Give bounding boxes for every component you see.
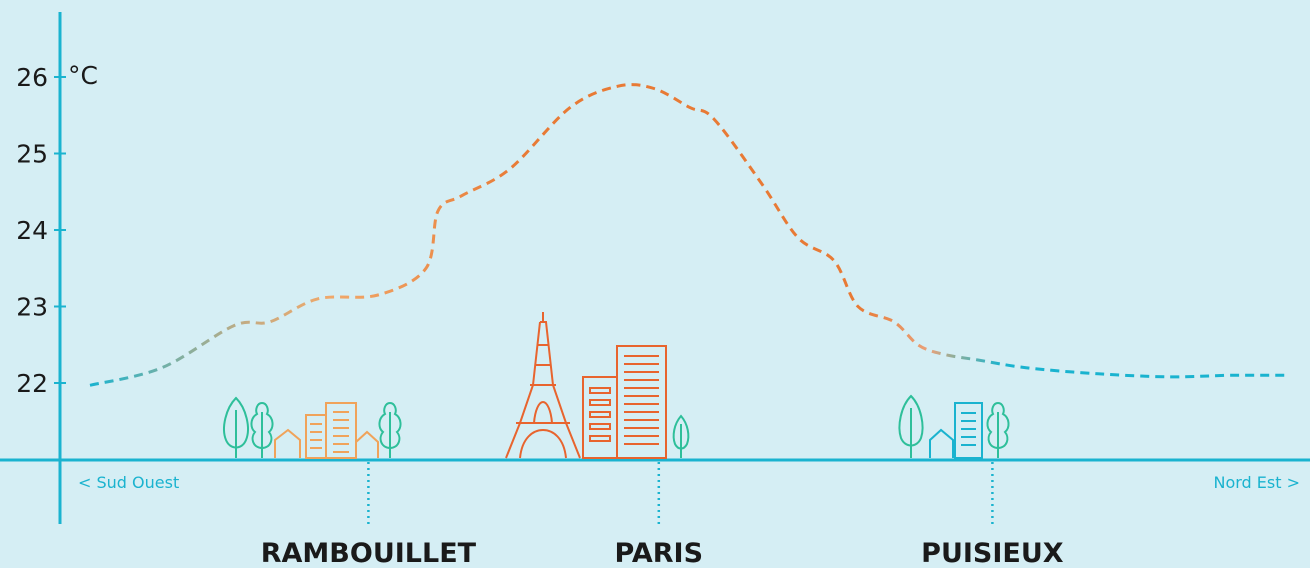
house-icon <box>274 428 301 458</box>
tree-icon <box>986 401 1010 458</box>
house-icon <box>929 428 954 458</box>
rambouillet-illustration <box>223 396 402 459</box>
tree-icon <box>223 396 249 458</box>
tree-icon <box>378 401 402 458</box>
paris-illustration <box>505 312 690 459</box>
building-icon <box>582 376 618 459</box>
tree-icon <box>672 414 690 458</box>
building-icon <box>954 402 983 459</box>
city-label: RAMBOUILLET <box>261 538 477 568</box>
tree-icon <box>898 394 924 458</box>
y-tick-label: 23 <box>16 293 48 322</box>
eiffel-tower-icon <box>505 312 581 459</box>
tree-icon <box>250 401 274 458</box>
building-icon <box>325 402 357 459</box>
y-tick-label: 25 <box>16 140 48 169</box>
direction-left-label: < Sud Ouest <box>78 473 179 492</box>
city-label: PUISIEUX <box>921 538 1064 568</box>
direction-right-label: Nord Est > <box>1213 473 1300 492</box>
house-icon <box>355 430 379 458</box>
city-markers: RAMBOUILLET PARIS PUISIEUX <box>261 462 1064 568</box>
building-icon <box>305 414 327 459</box>
puisieux-illustration <box>898 394 1010 459</box>
y-tick-label: 22 <box>16 369 48 398</box>
y-unit-label: °C <box>68 61 98 90</box>
temperature-series-line <box>89 83 1291 387</box>
y-ticks: 22 23 24 25 26 <box>16 63 66 398</box>
building-icon <box>616 345 667 459</box>
city-label: PARIS <box>615 538 704 568</box>
y-tick-label: 26 <box>16 63 48 92</box>
y-tick-label: 24 <box>16 216 48 245</box>
